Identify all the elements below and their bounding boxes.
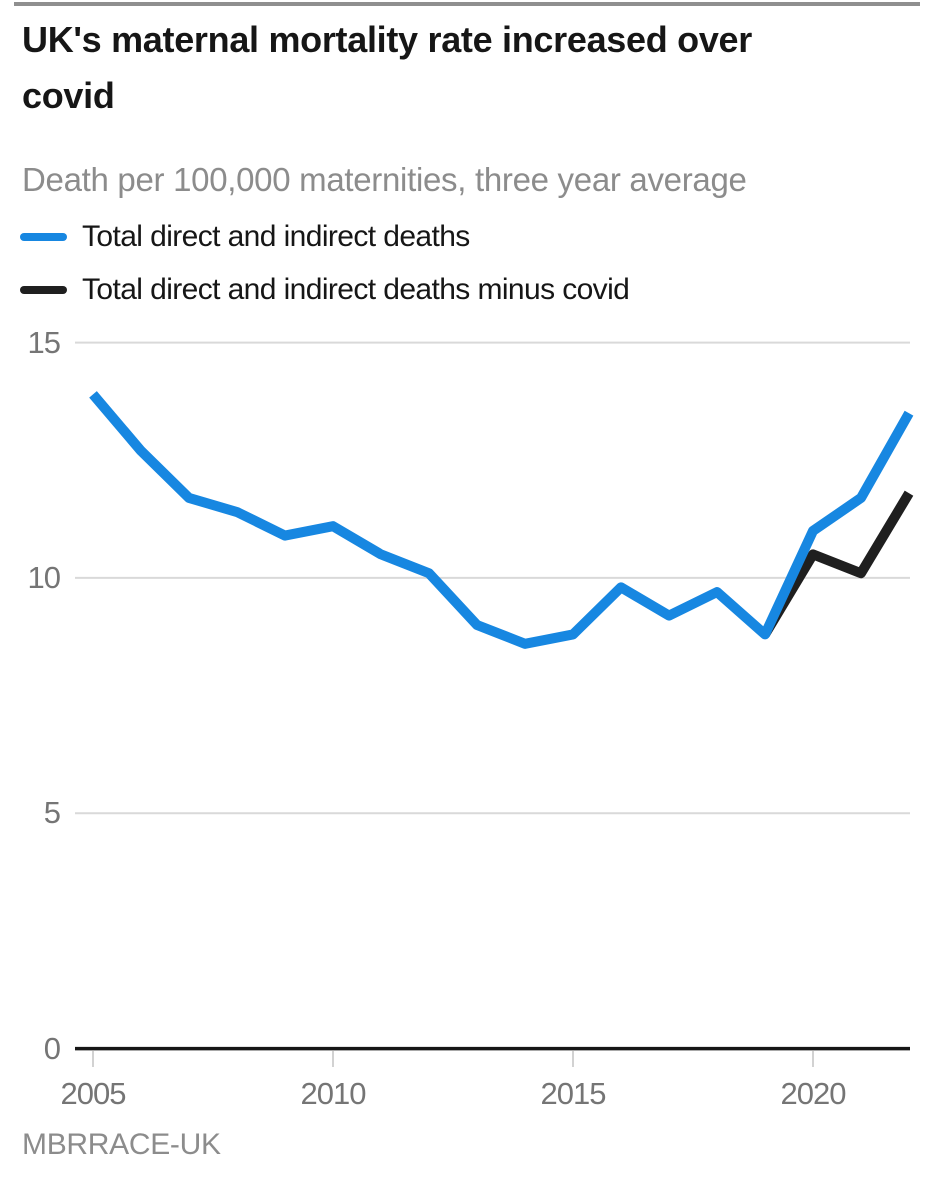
page-title: UK's maternal mortality rate increased o… <box>22 12 917 124</box>
legend-label-total: Total direct and indirect deaths <box>82 220 470 253</box>
y-tick-label-15: 15 <box>27 324 61 360</box>
page-title-line1: UK's maternal mortality rate increased o… <box>22 19 752 60</box>
page-title-line2: covid <box>22 75 115 116</box>
series-line-total <box>89 391 914 649</box>
chart-subtitle: Death per 100,000 maternities, three yea… <box>22 161 747 198</box>
x-tick-label-2020: 2020 <box>780 1076 847 1111</box>
x-tick-label-2005: 2005 <box>60 1076 127 1111</box>
y-tick-label-10: 10 <box>27 559 61 595</box>
legend-item-minus-covid: Total direct and indirect deaths minus c… <box>20 272 630 308</box>
source-label: MBRRACE-UK <box>22 1128 221 1161</box>
y-tick-label-0: 0 <box>43 1030 61 1066</box>
top-divider <box>14 2 920 6</box>
x-tick-label-2010: 2010 <box>300 1076 367 1111</box>
y-tick-label-5: 5 <box>43 795 61 831</box>
legend-swatch-minus-covid-icon <box>20 286 67 294</box>
legend-swatch-total-icon <box>20 233 67 241</box>
legend: Total direct and indirect deaths Total d… <box>20 219 630 325</box>
legend-item-total: Total direct and indirect deaths <box>20 219 629 255</box>
x-tick-label-2015: 2015 <box>540 1076 607 1111</box>
legend-label-minus-covid: Total direct and indirect deaths minus c… <box>82 273 630 306</box>
series-line-minus-covid <box>760 490 914 637</box>
